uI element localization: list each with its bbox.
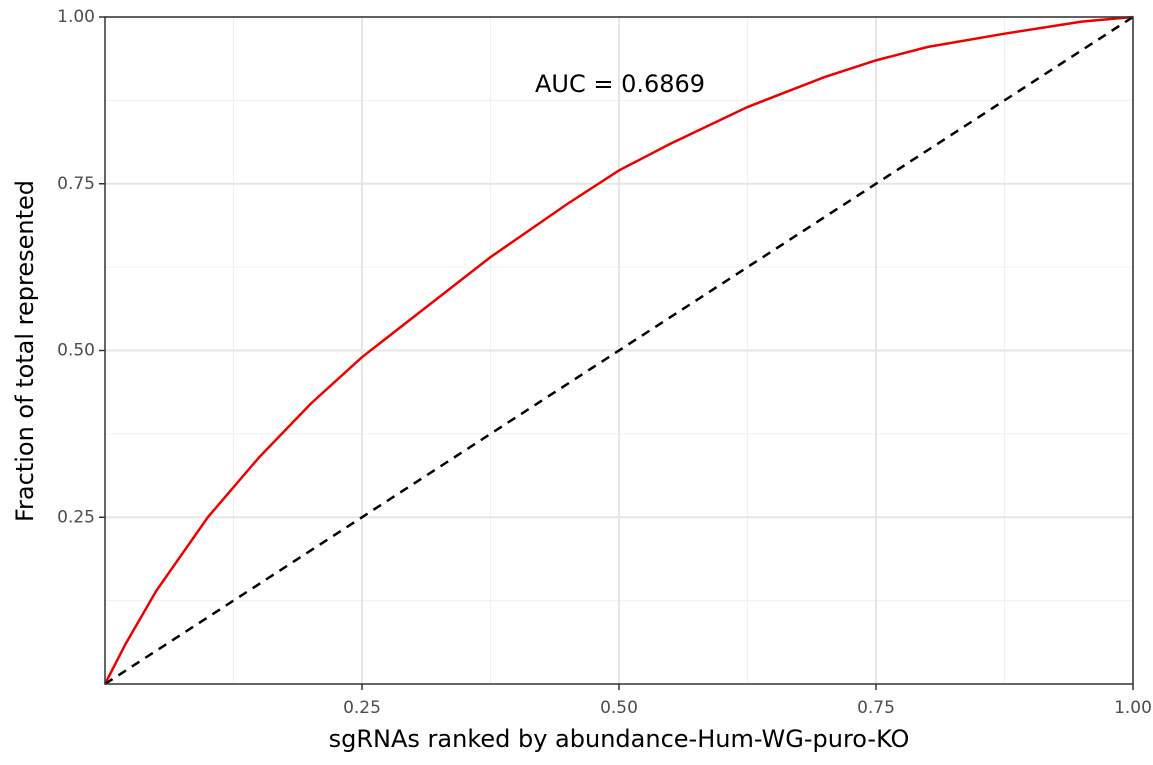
annotation: AUC = 0.6869 — [535, 70, 705, 98]
x-tick-label: 0.75 — [857, 698, 895, 718]
x-tick-label: 1.00 — [1114, 698, 1152, 718]
y-axis-title: Fraction of total represented — [11, 180, 39, 522]
y-tick-label: 1.00 — [57, 7, 95, 27]
y-tick-label: 0.50 — [57, 341, 95, 361]
x-axis-title: sgRNAs ranked by abundance-Hum-WG-puro-K… — [329, 725, 910, 753]
x-tick-label: 0.25 — [343, 698, 381, 718]
y-tick-label: 0.25 — [57, 507, 95, 527]
y-tick-label: 0.75 — [57, 174, 95, 194]
series-line — [103, 15, 1134, 685]
x-tick-label: 0.50 — [600, 698, 638, 718]
panel-border — [104, 16, 1134, 685]
series-line — [104, 15, 1134, 686]
